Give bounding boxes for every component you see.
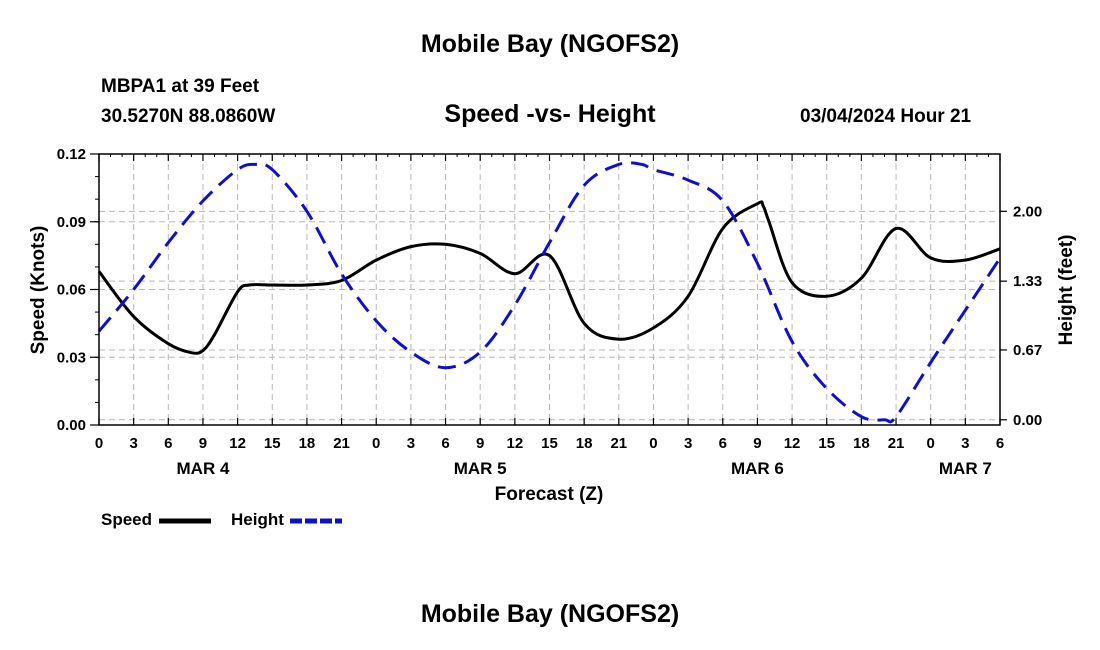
x-tick-label: 6	[719, 435, 727, 452]
y-tick-label-left: 0.09	[57, 214, 86, 231]
x-tick-label: 6	[164, 435, 172, 452]
x-tick-label: 15	[818, 435, 835, 452]
x-tick-label: 3	[961, 435, 969, 452]
x-tick-label: 3	[407, 435, 415, 452]
y-tick-label-right: 0.67	[1013, 342, 1042, 359]
series-group	[97, 161, 1002, 424]
y-axis-label-right: Height (feet)	[1056, 235, 1077, 346]
date-label: MAR 6	[731, 459, 784, 478]
speed-series-line	[97, 200, 1001, 355]
x-tick-label: 15	[541, 435, 558, 452]
x-tick-label: 15	[264, 435, 281, 452]
y-tick-label-left: 0.03	[57, 349, 86, 366]
x-tick-label: 0	[649, 435, 657, 452]
x-tick-label: 0	[95, 435, 103, 452]
x-tick-label: 9	[199, 435, 207, 452]
y-tick-label-left: 0.06	[57, 282, 86, 299]
station-label: MBPA1 at 39 Feet	[101, 76, 260, 97]
y-tick-label-right: 2.00	[1013, 203, 1042, 220]
coordinates-label: 30.5270N 88.0860W	[101, 106, 276, 127]
x-tick-label: 18	[853, 435, 870, 452]
x-axis-label: Forecast (Z)	[495, 484, 604, 505]
date-label: MAR 5	[454, 459, 507, 478]
x-tick-label: 0	[927, 435, 935, 452]
x-tick-label: 12	[507, 435, 524, 452]
chart-title: Mobile Bay (NGOFS2)	[420, 30, 680, 58]
y-axis-label-left: Speed (Knots)	[28, 226, 49, 355]
x-tick-label: 18	[299, 435, 316, 452]
y-tick-label-left: 0.12	[57, 146, 86, 163]
x-tick-label: 9	[476, 435, 484, 452]
x-tick-label: 6	[441, 435, 449, 452]
legend-label-speed: Speed	[101, 510, 152, 529]
legend-label-height: Height	[231, 510, 284, 529]
x-tick-label: 21	[333, 435, 350, 452]
x-tick-label: 21	[610, 435, 627, 452]
forecast-datetime: 03/04/2024 Hour 21	[800, 106, 972, 127]
x-tick-label: 12	[784, 435, 801, 452]
axes: 0 3 6 9 12 15 18 21 0 3 6 9 12 15 18 21 0 3 6 9 12 15 18 21 0 3 6M…	[57, 146, 1042, 478]
x-tick-label: 3	[129, 435, 137, 452]
legend: Speed Height	[101, 510, 342, 529]
height-series-line	[97, 161, 1002, 424]
x-tick-label: 21	[888, 435, 905, 452]
y-tick-label-right: 0.00	[1013, 412, 1042, 429]
date-label: MAR 7	[939, 459, 992, 478]
x-tick-label: 0	[372, 435, 380, 452]
x-tick-label: 9	[753, 435, 761, 452]
date-label: MAR 4	[177, 459, 230, 478]
x-tick-label: 12	[229, 435, 246, 452]
x-tick-label: 18	[576, 435, 593, 452]
grid	[99, 154, 1000, 425]
x-tick-label: 3	[684, 435, 692, 452]
chart-title-bottom: Mobile Bay (NGOFS2)	[420, 600, 680, 628]
y-tick-label-right: 1.33	[1013, 273, 1042, 290]
y-tick-label-left: 0.00	[57, 417, 86, 434]
plot-title: Speed -vs- Height	[444, 100, 656, 128]
x-tick-label: 6	[996, 435, 1004, 452]
